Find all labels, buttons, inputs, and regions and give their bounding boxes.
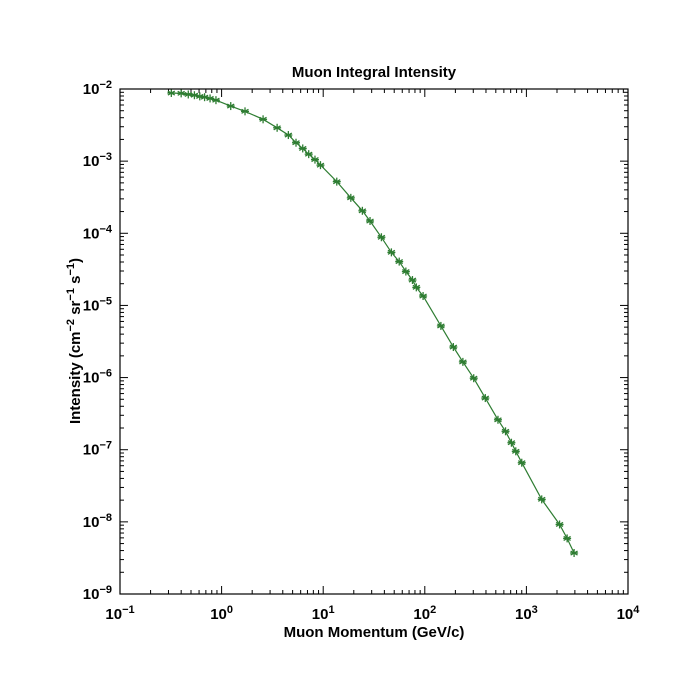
x-tick-base: 10 [210, 606, 227, 623]
x-tick-labels: 10−1 100 101 102 103 104 [105, 604, 640, 623]
y-tick-label: 10−5 [83, 295, 112, 314]
data-point-marker [481, 394, 490, 403]
data-point-marker [284, 131, 293, 140]
y-tick-base: 10 [83, 514, 100, 531]
y-tick-exponent: −8 [99, 512, 112, 524]
y-label-suffix: ) [67, 258, 84, 263]
x-tick-label: 100 [210, 604, 233, 623]
y-label-mid2: s [67, 276, 84, 289]
data-point-marker [310, 155, 319, 164]
y-tick-base: 10 [83, 586, 100, 603]
x-tick-exponent: −1 [122, 604, 135, 616]
y-tick-label: 10−3 [83, 151, 112, 170]
data-point-marker [501, 427, 510, 436]
y-tick-label: 10−6 [83, 368, 112, 387]
data-point-marker [570, 549, 579, 558]
x-tick-base: 10 [105, 606, 122, 623]
data-point-marker [469, 374, 478, 383]
x-tick-exponent: 2 [430, 604, 436, 616]
y-label-mid1: sr [67, 300, 84, 319]
data-point-marker [395, 257, 404, 266]
x-tick-base: 10 [515, 606, 532, 623]
data-point-marker [167, 89, 176, 98]
y-tick-labels: 10−910−810−710−610−510−410−310−2 [83, 79, 113, 603]
x-axis-label: Muon Momentum (GeV/c) [284, 624, 465, 641]
data-point-marker [419, 292, 428, 301]
data-point-marker [449, 343, 458, 352]
plot-frame [119, 88, 629, 595]
data-point-marker [346, 193, 355, 202]
data-point-marker [226, 102, 235, 111]
x-tick-label: 104 [617, 604, 641, 623]
data-point-marker [366, 217, 375, 226]
data-point-marker [292, 138, 301, 147]
y-label-sup2: −1 [65, 288, 77, 301]
x-tick-exponent: 1 [328, 604, 334, 616]
data-point-marker [408, 276, 417, 285]
data-point-marker [358, 206, 367, 215]
y-tick-exponent: −7 [99, 440, 112, 452]
y-tick-base: 10 [83, 442, 100, 459]
y-tick-exponent: −5 [99, 295, 112, 307]
y-tick-label: 10−9 [83, 584, 112, 603]
y-tick-label: 10−2 [83, 79, 112, 98]
y-tick-label: 10−7 [83, 440, 112, 459]
data-point-marker [377, 233, 386, 242]
data-point-marker [511, 447, 520, 456]
x-tick-exponent: 4 [633, 604, 640, 616]
data-point-marker [177, 89, 186, 98]
y-tick-exponent: −2 [99, 79, 112, 91]
data-point-marker [507, 438, 516, 447]
x-tick-label: 101 [312, 604, 335, 623]
y-tick-label: 10−8 [83, 512, 112, 531]
y-tick-exponent: −9 [99, 584, 112, 596]
chart-title: Muon Integral Intensity [292, 64, 457, 81]
data-point-marker [273, 123, 282, 132]
data-point-marker [401, 267, 410, 276]
y-tick-base: 10 [83, 225, 100, 242]
x-tick-base: 10 [413, 606, 430, 623]
x-tick-base: 10 [312, 606, 329, 623]
data-point-marker [298, 144, 307, 153]
x-tick-label: 10−1 [105, 604, 134, 623]
data-point-marker [304, 150, 313, 159]
x-tick-base: 10 [617, 606, 634, 623]
data-point-marker [387, 248, 396, 257]
minor-ticks [120, 89, 628, 594]
data-point-marker [259, 115, 268, 124]
series-markers-group [167, 89, 579, 558]
y-tick-base: 10 [83, 370, 100, 387]
x-tick-exponent: 0 [227, 604, 233, 616]
y-tick-label: 10−4 [83, 223, 113, 242]
y-axis-label: Intensity (cm−2 sr−1 s−1) [65, 258, 84, 424]
data-point-marker [436, 321, 445, 330]
data-point-marker [537, 495, 546, 504]
data-point-marker [184, 90, 193, 99]
data-point-marker [493, 415, 502, 424]
x-tick-label: 102 [413, 604, 436, 623]
data-point-marker [332, 177, 341, 186]
y-label-sup1: −2 [65, 319, 77, 332]
y-tick-exponent: −3 [99, 151, 112, 163]
y-tick-exponent: −4 [99, 223, 112, 235]
data-point-marker [316, 161, 325, 170]
y-label-sup3: −1 [65, 263, 77, 276]
y-tick-base: 10 [83, 153, 100, 170]
data-point-marker [563, 534, 572, 543]
x-tick-exponent: 3 [532, 604, 538, 616]
data-point-marker [412, 283, 421, 292]
x-tick-label: 103 [515, 604, 538, 623]
y-tick-exponent: −6 [99, 368, 112, 380]
data-point-marker [211, 96, 220, 105]
data-point-marker [555, 520, 564, 529]
data-point-marker [458, 357, 467, 366]
y-tick-base: 10 [83, 297, 100, 314]
y-tick-base: 10 [83, 81, 100, 98]
y-label-prefix: Intensity (cm [67, 331, 84, 424]
plot-background [120, 89, 628, 594]
data-point-marker [241, 107, 250, 116]
data-point-marker [517, 458, 526, 467]
